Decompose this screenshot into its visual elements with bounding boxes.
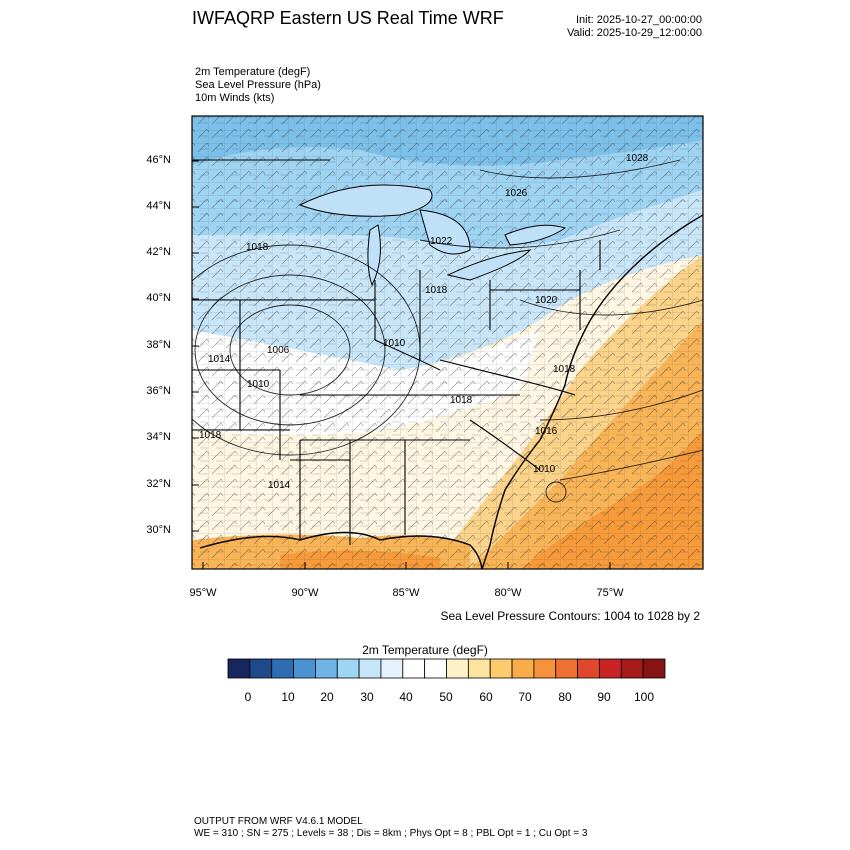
colorbar-label: 10 — [281, 690, 295, 704]
axis-ticks — [192, 160, 611, 569]
lat-label: 30°N — [146, 524, 171, 536]
lat-label: 40°N — [146, 292, 171, 304]
map-title: IWFAQRP Eastern US Real Time WRF — [192, 8, 504, 28]
colorbar-swatch — [489, 658, 513, 679]
pressure-label: 1016 — [535, 426, 558, 437]
pressure-label: 1018 — [246, 242, 269, 253]
pressure-label: 1014 — [208, 354, 231, 365]
colorbar-swatch — [467, 658, 491, 679]
colorbar-swatch — [555, 658, 579, 679]
temperature-field — [192, 116, 703, 569]
pressure-label: 1018 — [199, 430, 222, 441]
colorbar-label: 30 — [360, 690, 374, 704]
pressure-label: 1022 — [430, 236, 453, 247]
colorbar-swatch — [533, 658, 557, 679]
pressure-label: 1018 — [450, 395, 473, 406]
map-frame — [191, 115, 704, 570]
lon-label: 85°W — [392, 587, 420, 599]
colorbar — [227, 658, 666, 679]
colorbar-swatch — [293, 658, 316, 679]
colorbar-label: 0 — [244, 690, 252, 704]
colorbar-label: 80 — [558, 690, 572, 704]
lat-label: 32°N — [146, 478, 171, 490]
colorbar-label: 20 — [320, 690, 334, 704]
field-pressure: Sea Level Pressure (hPa) — [195, 79, 321, 91]
colorbar-swatch — [402, 658, 426, 679]
valid-time: Valid: 2025-10-29_12:00:00 — [567, 27, 702, 39]
colorbar-label: 60 — [479, 690, 493, 704]
pressure-label: 1010 — [533, 464, 556, 475]
pressure-label: 1010 — [383, 338, 406, 349]
colorbar-swatch — [314, 658, 338, 679]
colorbar-label: 50 — [439, 690, 453, 704]
colorbar-swatch — [380, 658, 404, 679]
field-temperature: 2m Temperature (degF) — [195, 66, 311, 78]
init-time: Init: 2025-10-27_00:00:00 — [576, 14, 702, 26]
model-info-line1: OUTPUT FROM WRF V4.6.1 MODEL — [194, 816, 363, 827]
pressure-label: 1014 — [268, 480, 291, 491]
colorbar-swatch — [336, 658, 360, 679]
colorbar-swatch — [577, 658, 600, 679]
pressure-labels: 1028 1026 1018 1022 1018 1020 1010 1006 … — [199, 153, 649, 491]
colorbar-swatch — [511, 658, 535, 679]
pressure-label: 1018 — [553, 364, 576, 375]
colorbar-swatch — [271, 658, 294, 679]
field-winds: 10m Winds (kts) — [195, 92, 275, 104]
pressure-label: 1010 — [247, 379, 270, 390]
lat-label: 42°N — [146, 246, 171, 258]
lon-label: 75°W — [596, 587, 624, 599]
colorbar-swatch — [642, 658, 666, 679]
model-info-line2: WE = 310 ; SN = 275 ; Levels = 38 ; Dis … — [194, 828, 588, 839]
pressure-label: 1018 — [425, 285, 448, 296]
pressure-label: 1020 — [535, 295, 558, 306]
lon-label: 90°W — [291, 587, 319, 599]
lat-label: 38°N — [146, 339, 171, 351]
colorbar-label: 40 — [399, 690, 413, 704]
colorbar-swatch — [358, 658, 382, 679]
lon-label: 95°W — [189, 587, 217, 599]
colorbar-swatch — [599, 658, 622, 679]
pressure-label: 1006 — [267, 345, 290, 356]
colorbar-swatch — [249, 658, 273, 679]
colorbar-swatch — [620, 658, 644, 679]
lat-label: 44°N — [146, 200, 171, 212]
colorbar-title: 2m Temperature (degF) — [362, 643, 488, 657]
colorbar-swatch — [424, 658, 447, 679]
pressure-label: 1026 — [505, 188, 528, 199]
lon-label: 80°W — [494, 587, 522, 599]
colorbar-swatch — [227, 658, 251, 679]
pressure-label: 1028 — [626, 153, 649, 164]
colorbar-swatch — [446, 658, 469, 679]
lat-label: 46°N — [146, 154, 171, 166]
contour-note: Sea Level Pressure Contours: 1004 to 102… — [440, 609, 701, 623]
lat-label: 34°N — [146, 431, 171, 443]
lat-label: 36°N — [146, 385, 171, 397]
colorbar-label: 70 — [518, 690, 532, 704]
colorbar-label: 90 — [597, 690, 611, 704]
colorbar-label: 100 — [633, 690, 655, 704]
